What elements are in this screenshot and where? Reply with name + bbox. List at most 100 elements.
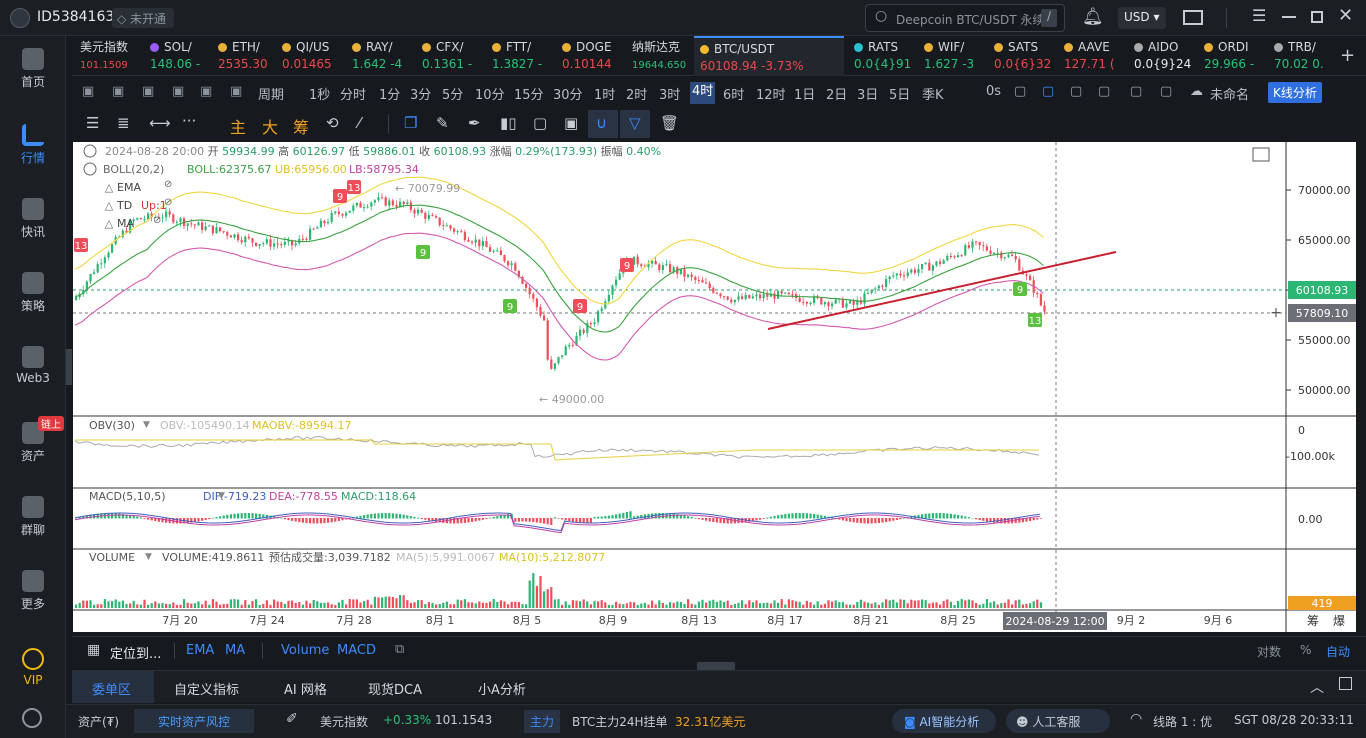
timeframe-11[interactable]: 3时 (659, 88, 681, 103)
settings-icon[interactable] (22, 708, 42, 728)
timeframe-8[interactable]: 30分 (553, 88, 583, 103)
tab-0[interactable]: 委单区 (92, 683, 132, 698)
chart-canvas[interactable]: 70000.0065000.0060000.0055000.0050000.00… (73, 142, 1356, 632)
sidebar-item-web3[interactable]: Web3 (0, 346, 66, 385)
window-icon[interactable]: ▢ (1070, 84, 1083, 99)
sidebar-item-home[interactable]: 首页 (0, 48, 66, 90)
collapse-panel-icon[interactable]: ︿ (1310, 680, 1324, 696)
big-indicator-button[interactable]: 大 (262, 118, 279, 137)
trend-line[interactable] (767, 251, 1117, 330)
collapse-boll-icon[interactable] (83, 162, 97, 176)
ticker-item[interactable]: FTT/1.3827 - (492, 39, 558, 73)
currency-select[interactable]: USD ▾ (1118, 7, 1166, 29)
ticker-item[interactable]: ETH/2535.30 (218, 39, 284, 73)
pencil-icon[interactable]: ✎ (436, 114, 449, 132)
timeframe-0[interactable]: 周期 (258, 88, 285, 103)
ticker-item[interactable]: 美元指数 101.1509 (80, 39, 146, 74)
sidebar-item-strategy[interactable]: 策略 (0, 272, 66, 314)
lock-icon[interactable]: ▢ (533, 114, 548, 132)
wifi-icon[interactable]: ◠ (1130, 711, 1143, 727)
maximize-icon[interactable] (1311, 11, 1323, 23)
log-scale-button[interactable]: 对数 (1257, 645, 1282, 659)
ma-toggle[interactable]: MA (225, 643, 246, 658)
timeframe-13[interactable]: 6时 (723, 88, 745, 103)
ai-analysis-button[interactable]: ◙ AI智能分析 (892, 709, 996, 733)
menu-icon[interactable]: ☰ (1252, 6, 1267, 25)
fullscreen-icon[interactable]: ▢ (1160, 84, 1173, 99)
tab-4[interactable]: 小A分析 (478, 683, 526, 698)
pen-icon[interactable]: ✒ (468, 114, 481, 132)
timeframe-19[interactable]: 季K (922, 88, 944, 103)
timeframe-1[interactable]: 1秒 (309, 88, 331, 103)
timeframe-12[interactable]: 4时 (690, 82, 716, 104)
popout-icon[interactable] (1339, 677, 1352, 690)
ruler-icon[interactable]: ⟷ (149, 114, 171, 132)
tab-1[interactable]: 自定义指标 (174, 683, 240, 698)
brush-icon[interactable]: ⁄ (358, 114, 361, 132)
ticker-item[interactable]: RAY/1.642 -4 (352, 39, 418, 73)
kline-chart[interactable]: 70000.0065000.0060000.0055000.0050000.00… (73, 142, 1356, 632)
ticker-item[interactable]: SOL/148.06 - (150, 39, 216, 73)
kline-analysis-button[interactable]: K线分析 (1268, 82, 1322, 103)
sidebar-item-market[interactable]: 行情 (0, 124, 66, 166)
ticker-item[interactable]: DOGE 0.10144 (562, 39, 628, 73)
list-lines-icon[interactable]: ≣ (117, 114, 130, 132)
image-icon[interactable]: ▢ (1098, 84, 1111, 99)
zero-seconds[interactable]: 0s (986, 84, 1002, 99)
copy-icon[interactable]: ❐ (404, 114, 418, 132)
ema-toggle[interactable]: EMA (186, 643, 215, 658)
timeframe-17[interactable]: 3日 (857, 88, 879, 103)
edit-box-icon[interactable]: ▣ (564, 114, 579, 132)
ticker-item[interactable]: BTC/USDT 60108.94 -3.73% (694, 36, 844, 76)
ticker-item[interactable]: QI/US 0.01465 (282, 39, 348, 73)
user-id[interactable]: ID5384163 (37, 9, 115, 25)
timeframe-6[interactable]: 10分 (475, 88, 505, 103)
hammer-icon[interactable]: ✐ (286, 711, 298, 727)
clock-icon[interactable]: ▣ (112, 84, 125, 99)
macd-toggle[interactable]: MACD (337, 643, 376, 658)
list-icon[interactable]: ☰ (86, 114, 100, 132)
minimize-icon[interactable] (1282, 16, 1296, 18)
timeframe-5[interactable]: 5分 (442, 88, 464, 103)
timeframe-18[interactable]: 5日 (889, 88, 911, 103)
timeframe-9[interactable]: 1时 (594, 88, 616, 103)
layout-name[interactable]: 未命名 (1210, 88, 1250, 103)
risk-control-button[interactable]: 实时资产风控 (134, 709, 254, 733)
bell-icon[interactable]: 🔔︎ (1082, 7, 1104, 27)
expand-chart-icon[interactable] (1252, 147, 1270, 162)
ticker-item[interactable]: CFX/0.1361 - (422, 39, 488, 73)
camera-icon[interactable]: ▢ (1014, 84, 1027, 99)
timeframe-16[interactable]: 2日 (826, 88, 848, 103)
tab-2[interactable]: AI 网格 (284, 683, 327, 698)
support-button[interactable]: ☻ 人工客服 (1006, 709, 1110, 733)
sidebar-item-more[interactable]: 更多 (0, 570, 66, 612)
ticker-item[interactable]: TRB/70.02 0. (1274, 39, 1340, 73)
ticker-item[interactable]: ORDI 29.966 - (1204, 39, 1270, 73)
ticker-item[interactable]: AIDO 0.0{9}24 (1134, 39, 1200, 73)
indicator-icon[interactable]: ▣ (142, 84, 155, 99)
ticker-item[interactable]: RATS 0.0{4}91 (854, 39, 920, 73)
ticker-item[interactable]: WIF/1.627 -3 (924, 39, 990, 73)
sidebar-collapse-handle[interactable] (66, 349, 72, 385)
cloud-icon[interactable]: ☁ (1190, 84, 1203, 99)
add-ticker-icon[interactable]: + (1340, 45, 1356, 66)
ticker-item[interactable]: 纳斯达克 19644.650 (632, 39, 698, 74)
chip-indicator-button[interactable]: 筹 (293, 118, 310, 137)
sidebar-item-news[interactable]: 快讯 (0, 198, 66, 240)
pen-active-icon[interactable]: ▢ (1042, 84, 1055, 99)
search-box[interactable]: ○ Deepcoin BTC/USDT 永续 / (865, 4, 1065, 32)
filter-icon[interactable]: ▽ (620, 110, 650, 138)
auto-scale-button[interactable]: 自动 (1326, 645, 1351, 659)
sidebar-item-vip[interactable]: VIP (0, 648, 66, 687)
tab-3[interactable]: 现货DCA (368, 683, 422, 698)
chart-type-icon[interactable]: ▣ (82, 84, 95, 99)
close-icon[interactable]: ✕ (1338, 5, 1354, 26)
magnet-icon[interactable]: ∪ (588, 110, 618, 138)
candlestick-icon[interactable]: ▮▯ (500, 114, 517, 132)
percent-scale-button[interactable]: % (1300, 643, 1312, 657)
collapse-info-icon[interactable] (83, 144, 97, 158)
account-status-badge[interactable]: ◇ 未开通 (112, 8, 174, 28)
sidebar-item-assets[interactable]: 资产 链上 (0, 416, 66, 464)
timeframe-14[interactable]: 12时 (756, 88, 786, 103)
volume-toggle[interactable]: Volume (281, 643, 330, 658)
